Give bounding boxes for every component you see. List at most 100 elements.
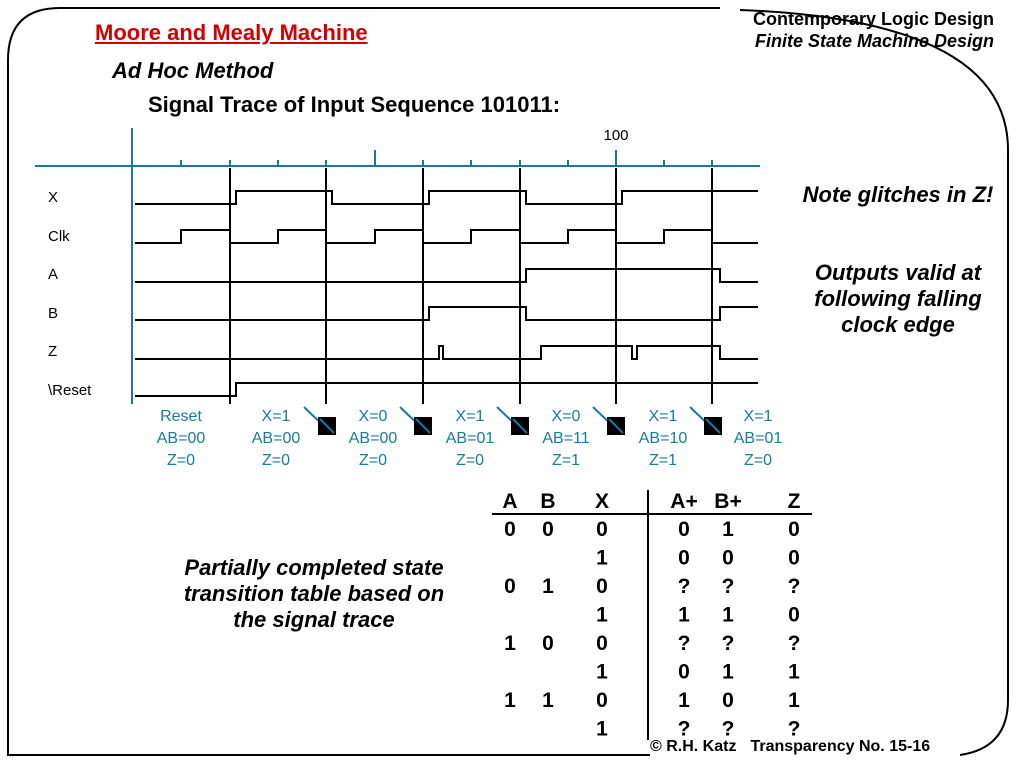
state-label: AB=00 bbox=[157, 430, 206, 447]
waveform-clk bbox=[135, 229, 758, 244]
table-cell: 0 bbox=[678, 518, 690, 541]
footer-copyright: © R.H. Katz bbox=[650, 738, 737, 755]
signal-name: Z bbox=[48, 343, 57, 360]
table-row: 0 1 0??? bbox=[504, 575, 800, 598]
footer: © R.H. Katz Transparency No. 15-16 bbox=[650, 738, 944, 756]
table-row: 1 0 0??? bbox=[504, 632, 800, 655]
table-cell: 1 bbox=[596, 661, 608, 684]
table-cell: 0 bbox=[542, 632, 554, 655]
table-row: 1 0 0 0 bbox=[596, 547, 800, 570]
table-cell: 1 bbox=[788, 689, 800, 712]
table-cell: ? bbox=[722, 575, 735, 598]
signal-name: Clk bbox=[48, 228, 70, 245]
signal-names: X Clk A B Z \Reset bbox=[48, 189, 92, 399]
table-cell: 0 bbox=[788, 547, 800, 570]
footer-page-number: Transparency No. 15-16 bbox=[750, 738, 931, 755]
table-cell: 1 bbox=[542, 575, 554, 598]
table-cell: 0 bbox=[788, 604, 800, 627]
state-label: Z=0 bbox=[359, 452, 387, 469]
signal-name: B bbox=[48, 305, 58, 322]
table-cell: 1 bbox=[596, 547, 608, 570]
table-cell: 0 bbox=[596, 632, 608, 655]
table-cell: 1 bbox=[788, 661, 800, 684]
table-header-cell: B bbox=[540, 490, 555, 513]
table-cell: 1 bbox=[596, 718, 608, 741]
state-arrow-head bbox=[608, 418, 624, 434]
table-header: A B X A+ B+ Z bbox=[502, 490, 800, 513]
table-cell: ? bbox=[788, 575, 801, 598]
note-outputs-valid: Outputs valid at following falling clock… bbox=[814, 260, 982, 337]
table-header-cell: X bbox=[595, 490, 609, 513]
state-label: Z=1 bbox=[552, 452, 580, 469]
table-cell: 1 bbox=[542, 689, 554, 712]
table-cell: 1 bbox=[722, 661, 734, 684]
slide-title: Moore and Mealy Machine bbox=[95, 20, 368, 45]
note-partial-table: Partially completed state transition tab… bbox=[183, 555, 445, 632]
state-label: AB=10 bbox=[639, 430, 688, 447]
state-arrow-head bbox=[705, 418, 721, 434]
table-cell: 0 bbox=[678, 547, 690, 570]
state-label: Z=0 bbox=[167, 452, 195, 469]
table-header-cell: Z bbox=[788, 490, 801, 513]
state-label: X=0 bbox=[552, 408, 581, 425]
table-cell: 0 bbox=[722, 689, 734, 712]
frame-outline-left bbox=[7, 7, 720, 756]
table-cell: 1 bbox=[678, 604, 690, 627]
waveform-x bbox=[135, 190, 758, 205]
state-label: AB=00 bbox=[252, 430, 301, 447]
trace-title: Signal Trace of Input Sequence 101011: bbox=[148, 92, 561, 117]
state-labels: Reset AB=00 Z=0 X=1 AB=00 Z=0 X=0 AB=00 Z=0 X=1 AB… bbox=[157, 408, 783, 469]
table-header-cell: B+ bbox=[714, 490, 741, 513]
table-cell: 0 bbox=[504, 575, 516, 598]
table-cell: 0 bbox=[596, 518, 608, 541]
table-cell: 0 bbox=[722, 547, 734, 570]
table-body: 0 0 0 0 1 01 0 0 00 1 0?? ?1 1 1 01 0 0?? ?1 0 1 11 1 0 1 0 11??? bbox=[504, 518, 800, 741]
state-arrow-head bbox=[319, 418, 335, 434]
state-label: X=1 bbox=[649, 408, 678, 425]
table-cell: 1 bbox=[504, 632, 516, 655]
table-cell: ? bbox=[678, 718, 691, 741]
table-cell: 0 bbox=[678, 661, 690, 684]
table-cell: 1 bbox=[722, 604, 734, 627]
table-cell: 0 bbox=[596, 575, 608, 598]
state-label: AB=01 bbox=[734, 430, 783, 447]
time-ticks bbox=[180, 150, 713, 166]
subtitle: Ad Hoc Method bbox=[112, 58, 274, 83]
table-row: 1 1 0 1 0 1 bbox=[504, 689, 800, 712]
table-row: 1 0 1 1 bbox=[596, 661, 800, 684]
table-cell: 0 bbox=[504, 518, 516, 541]
state-arrows bbox=[303, 406, 722, 435]
state-arrow-head bbox=[512, 418, 528, 434]
table-cell: ? bbox=[788, 718, 801, 741]
state-label: X=1 bbox=[456, 408, 485, 425]
table-cell: 1 bbox=[596, 604, 608, 627]
table-cell: 1 bbox=[722, 518, 734, 541]
table-cell: 0 bbox=[596, 689, 608, 712]
state-label: Z=0 bbox=[262, 452, 290, 469]
signal-name: X bbox=[48, 189, 58, 206]
table-cell: 0 bbox=[542, 518, 554, 541]
waveform-reset bbox=[135, 382, 758, 397]
waveform-a bbox=[135, 268, 758, 283]
frame-outline-right bbox=[739, 9, 1009, 756]
waveform-b bbox=[135, 306, 758, 321]
signal-name: A bbox=[48, 266, 58, 283]
state-arrow-head bbox=[415, 418, 431, 434]
table-row: 0 0 0 0 1 0 bbox=[504, 518, 800, 541]
table-cell: ? bbox=[678, 632, 691, 655]
state-label: X=1 bbox=[262, 408, 291, 425]
timing-diagram: 100 X Clk A B Z \Reset Reset AB=00 Z=0 X=1 AB=00 Z… bbox=[35, 127, 783, 469]
table-cell: 1 bbox=[678, 689, 690, 712]
table-cell: 0 bbox=[788, 518, 800, 541]
table-row: 1 1 1 0 bbox=[596, 604, 800, 627]
table-header-cell: A+ bbox=[670, 490, 697, 513]
table-row: 1??? bbox=[596, 718, 800, 741]
timescale-label: 100 bbox=[603, 127, 628, 144]
state-label: Z=1 bbox=[649, 452, 677, 469]
chapter-title: Finite State Machine Design bbox=[754, 31, 994, 51]
state-label: AB=11 bbox=[542, 430, 589, 447]
state-label: Z=0 bbox=[744, 452, 772, 469]
note-glitches: Note glitches in Z! bbox=[802, 182, 994, 207]
